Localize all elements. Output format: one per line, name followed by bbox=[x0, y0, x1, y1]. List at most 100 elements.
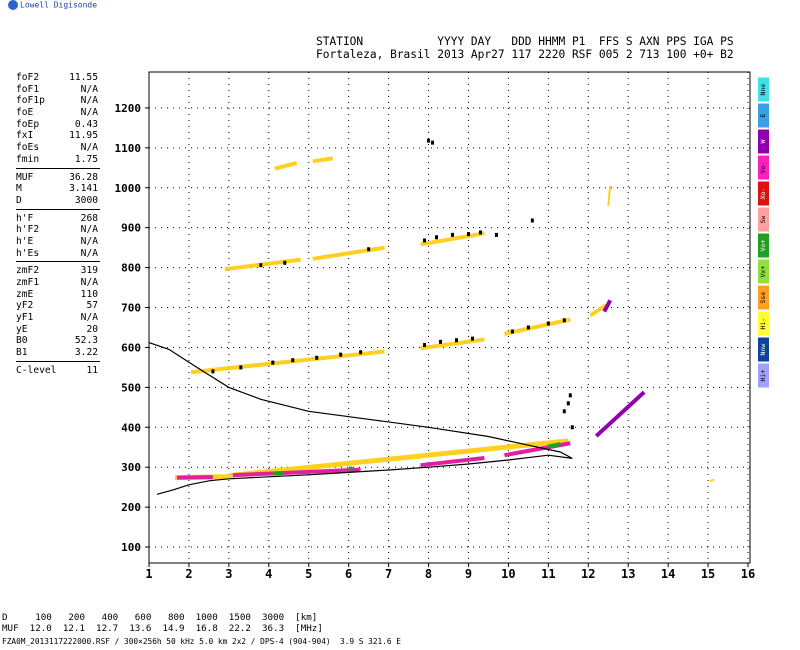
legend-swatch-vo: Vo- bbox=[758, 156, 769, 180]
echo-point bbox=[315, 355, 319, 360]
y-tick-label: 800 bbox=[121, 262, 141, 275]
param-value: 110 bbox=[80, 288, 98, 300]
param-value: N/A bbox=[80, 312, 98, 324]
y-tick-label: 300 bbox=[121, 461, 141, 474]
echo-point bbox=[562, 409, 566, 414]
param-row: h'E N/A bbox=[16, 236, 98, 248]
param-row: foF2 11.55 bbox=[16, 72, 98, 84]
param-name: yF1 bbox=[16, 312, 34, 324]
legend-swatch-vo: Vo+ bbox=[758, 234, 769, 258]
param-name: foEs bbox=[16, 142, 40, 154]
echo-point bbox=[568, 393, 572, 398]
file-info-footer: FZA0M_2013117222000.RSF / 300×256h 50 kH… bbox=[2, 637, 402, 646]
echo-point bbox=[291, 358, 295, 363]
param-value: 3000 bbox=[74, 194, 98, 206]
param-name: foEp bbox=[16, 118, 40, 130]
station-header-labels: STATION YYYY DAY DDD HHMM P1 FFS S AXN P… bbox=[316, 35, 734, 48]
param-row: M 3.141 bbox=[16, 183, 98, 195]
param-row: h'Es N/A bbox=[16, 248, 98, 260]
param-row: foEs N/A bbox=[16, 142, 98, 154]
param-value: 11 bbox=[86, 364, 98, 376]
station-header-values: Fortaleza, Brasil 2013 Apr27 117 2220 RS… bbox=[316, 48, 734, 61]
param-name: zmF2 bbox=[16, 265, 40, 277]
globe-icon bbox=[8, 0, 18, 10]
param-separator bbox=[16, 167, 100, 169]
param-row: foF1 N/A bbox=[16, 84, 98, 96]
echo-point bbox=[494, 232, 498, 237]
echo-point bbox=[283, 260, 287, 265]
param-row: C-level 11 bbox=[16, 365, 98, 377]
param-separator bbox=[16, 208, 100, 210]
x-tick-label: 2 bbox=[185, 567, 192, 581]
param-value: 52.3 bbox=[74, 335, 98, 347]
legend-swatch-sse: Sse bbox=[758, 286, 769, 310]
param-value: N/A bbox=[80, 83, 98, 95]
param-name: MUF bbox=[16, 171, 34, 183]
param-value: 268 bbox=[80, 212, 98, 224]
param-value: 3.141 bbox=[69, 183, 98, 195]
param-value: 11.55 bbox=[69, 72, 98, 83]
legend-swatch-w: W bbox=[758, 130, 769, 154]
echo-trace bbox=[420, 456, 485, 468]
echo-point bbox=[562, 318, 566, 323]
param-value: 0.43 bbox=[74, 118, 98, 130]
echo-trace bbox=[594, 390, 646, 438]
x-tick-label: 13 bbox=[621, 567, 635, 581]
param-row: foF1p N/A bbox=[16, 95, 98, 107]
param-name: foF2 bbox=[16, 72, 40, 83]
echo-point bbox=[435, 235, 439, 240]
param-value: 57 bbox=[86, 300, 98, 312]
x-tick-label: 5 bbox=[305, 567, 312, 581]
echo-trace bbox=[232, 467, 361, 478]
param-row: zmF1 N/A bbox=[16, 277, 98, 289]
param-row: yF1 N/A bbox=[16, 312, 98, 324]
param-name: fmin bbox=[16, 153, 40, 165]
polarization-legend: Nne E W Vo- Xo- Sw Vo+ Vx+ Sse Hi- Nnw Hi+ bbox=[758, 78, 770, 390]
x-tick-label: 14 bbox=[661, 567, 675, 581]
x-tick-label: 3 bbox=[225, 567, 232, 581]
param-row: foE N/A bbox=[16, 107, 98, 119]
echo-point bbox=[367, 247, 371, 252]
param-value: N/A bbox=[80, 235, 98, 247]
echo-point bbox=[530, 218, 534, 223]
echo-point bbox=[431, 140, 435, 145]
x-tick-label: 9 bbox=[465, 567, 472, 581]
param-value: N/A bbox=[80, 247, 98, 259]
param-value: N/A bbox=[80, 95, 98, 107]
echo-trace bbox=[274, 161, 298, 171]
param-row: foEp 0.43 bbox=[16, 119, 98, 131]
param-value: 3.22 bbox=[74, 347, 98, 359]
param-value: N/A bbox=[80, 107, 98, 119]
legend-swatch-hi: Hi- bbox=[758, 312, 769, 336]
echo-trace bbox=[312, 156, 334, 164]
param-row: yE 20 bbox=[16, 324, 98, 336]
echo-trace bbox=[312, 245, 385, 261]
param-value: 20 bbox=[86, 323, 98, 335]
x-tick-label: 11 bbox=[541, 567, 555, 581]
param-row: B0 52.3 bbox=[16, 335, 98, 347]
echo-point bbox=[450, 232, 454, 237]
param-value: N/A bbox=[80, 142, 98, 154]
param-row: h'F2 N/A bbox=[16, 224, 98, 236]
muf-value-row: MUF 12.0 12.1 12.7 13.6 14.9 16.8 22.2 3… bbox=[2, 623, 323, 634]
param-value: 1.75 bbox=[74, 153, 98, 165]
param-name: zmF1 bbox=[16, 277, 40, 288]
y-tick-label: 900 bbox=[121, 222, 141, 235]
echo-trace bbox=[709, 478, 715, 483]
echo-point bbox=[570, 425, 574, 430]
y-tick-label: 400 bbox=[121, 421, 141, 434]
echo-point bbox=[427, 138, 431, 143]
y-tick-label: 600 bbox=[121, 341, 141, 354]
electron-density-profile-curve bbox=[148, 342, 573, 495]
param-row: yF2 57 bbox=[16, 300, 98, 312]
x-tick-label: 6 bbox=[345, 567, 352, 581]
y-tick-label: 1200 bbox=[115, 102, 142, 115]
echo-point bbox=[211, 369, 215, 374]
legend-swatch-hi: Hi+ bbox=[758, 364, 769, 388]
legend-swatch-xo: Xo- bbox=[758, 182, 769, 206]
echo-point bbox=[439, 339, 443, 344]
echo-point bbox=[423, 238, 427, 243]
param-row: B1 3.22 bbox=[16, 347, 98, 359]
echo-point bbox=[339, 352, 343, 357]
param-name: h'Es bbox=[16, 247, 40, 259]
